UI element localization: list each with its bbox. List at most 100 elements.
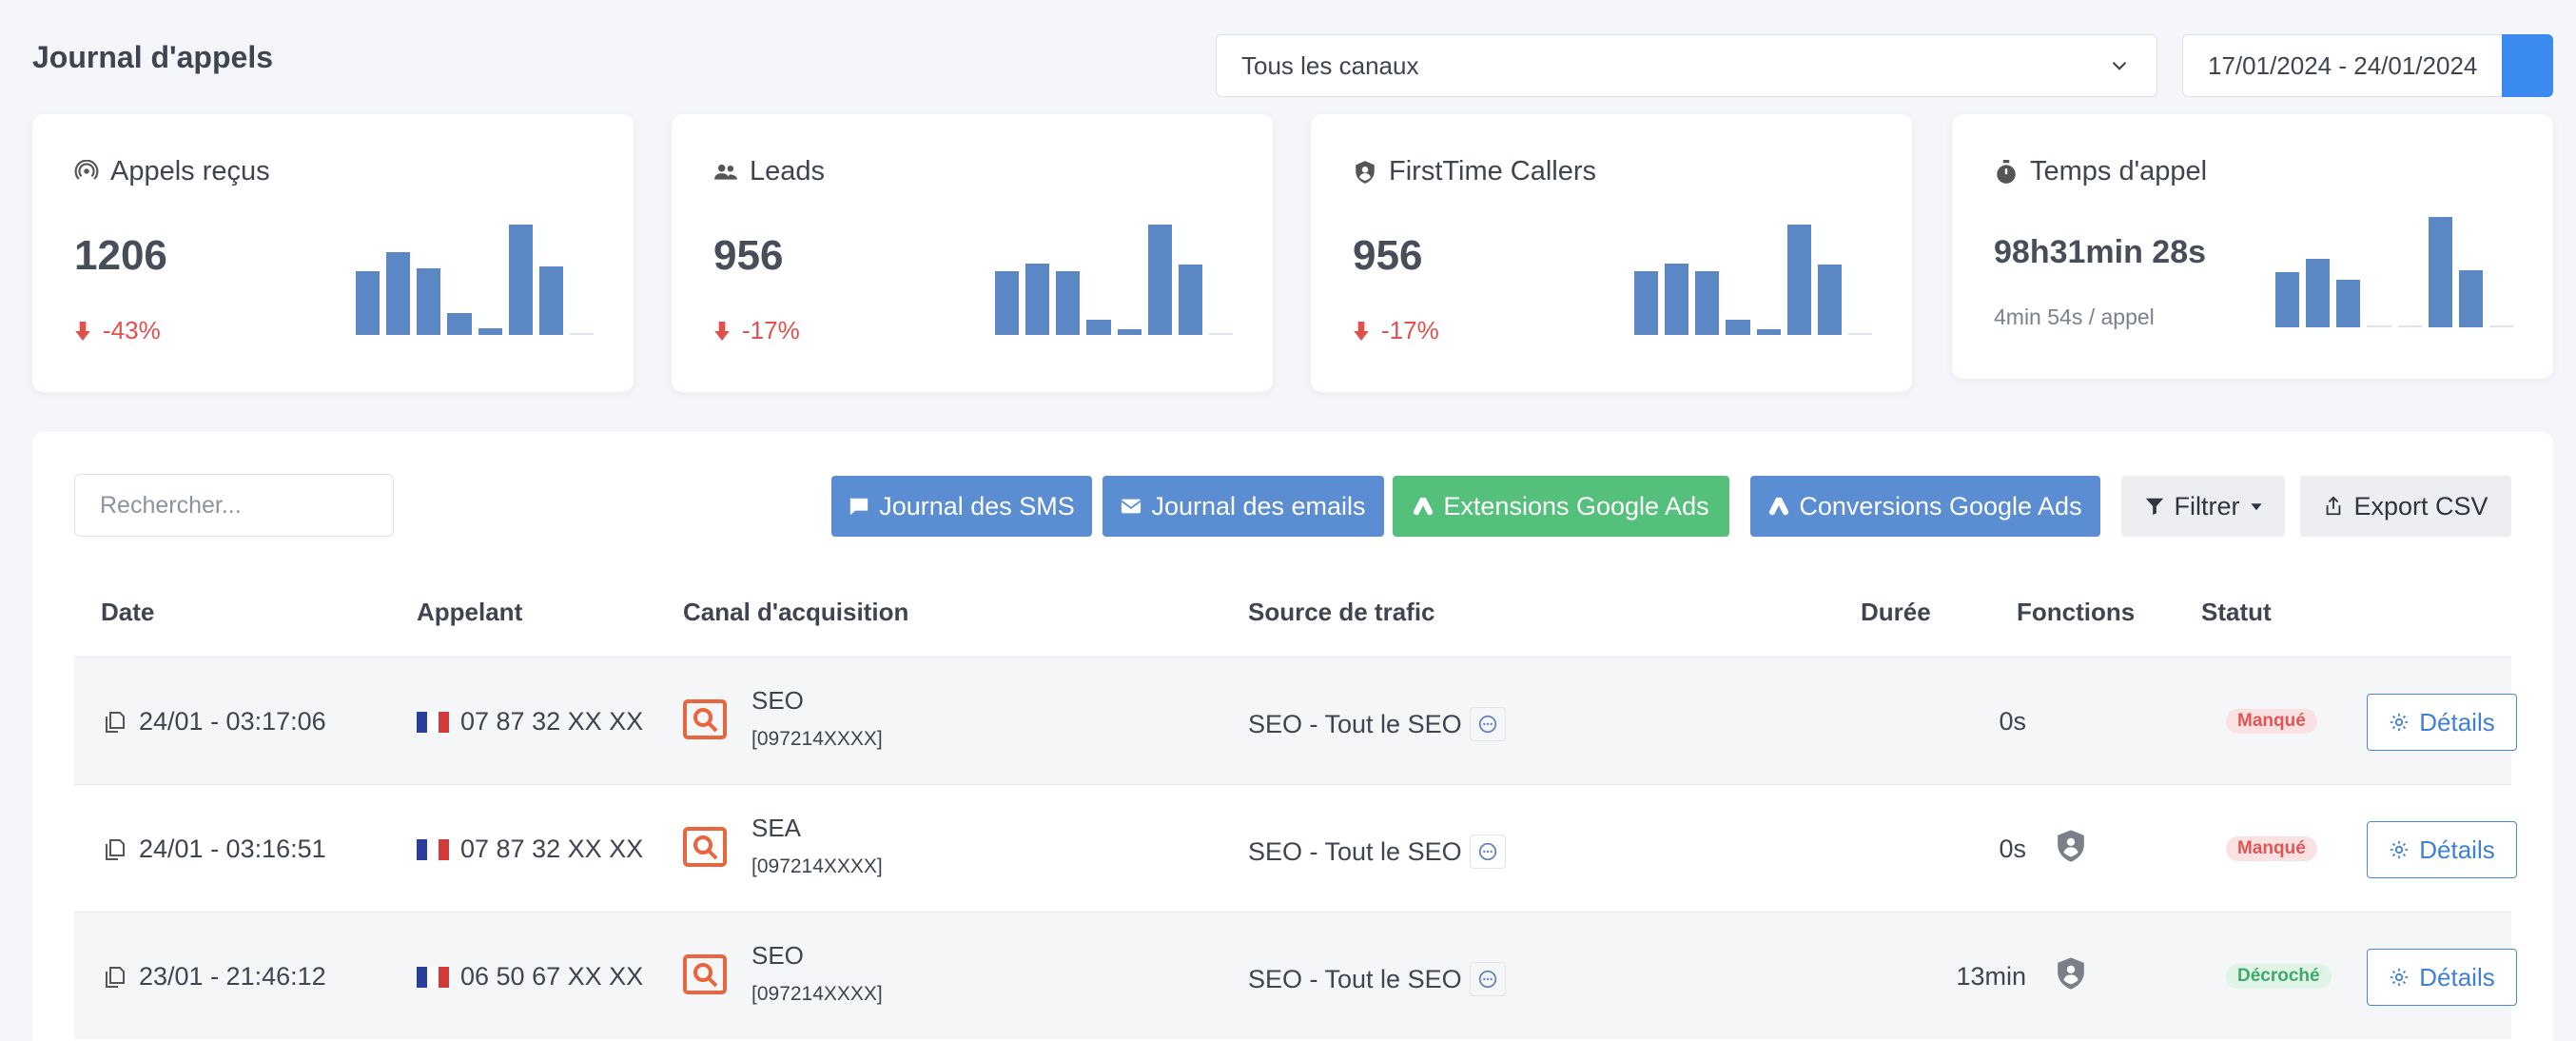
status-badge: Décroché <box>2226 964 2332 989</box>
stat-bar <box>2428 217 2452 327</box>
stat-bar <box>995 270 1020 335</box>
table-header: Date Appelant Canal d'acquisition Source… <box>74 567 2511 653</box>
arrow-down-icon <box>75 321 90 341</box>
traffic-source: SEO - Tout le SEO <box>1248 964 1462 993</box>
stat-delta: -17% <box>742 316 800 344</box>
copy-icon[interactable] <box>103 711 126 734</box>
stat-bar-chart <box>995 88 1233 335</box>
call-date: 23/01 - 21:46:12 <box>139 962 326 991</box>
envelope-icon <box>1121 499 1142 514</box>
copy-icon[interactable] <box>103 838 126 861</box>
stat-bar-chart <box>1634 88 1872 335</box>
seo-search-icon <box>683 954 727 994</box>
seo-search-icon <box>683 827 727 867</box>
col-source[interactable]: Source de trafic <box>1248 598 1435 626</box>
stat-card-firsttime: FirstTime Callers 956 -17% <box>1311 114 1912 392</box>
stat-bar <box>2306 259 2331 327</box>
source-info-badge[interactable] <box>1469 707 1506 741</box>
stat-bar <box>1208 333 1233 335</box>
comment-icon <box>850 498 868 516</box>
stat-bar <box>508 225 533 335</box>
stat-bar <box>1056 270 1081 335</box>
col-fonctions[interactable]: Fonctions <box>2017 598 2136 626</box>
stat-title: Leads <box>750 156 826 187</box>
stat-title: Appels reçus <box>110 156 270 187</box>
arrow-down-icon <box>1354 321 1369 341</box>
table-row[interactable]: 24/01 - 03:16:51 07 87 32 XX XX SEA [097… <box>74 784 2517 912</box>
stat-bar <box>447 312 472 335</box>
user-shield-icon <box>2058 830 2084 862</box>
chevron-down-icon <box>2112 61 2127 70</box>
status-badge: Manqué <box>2226 836 2317 861</box>
stat-bar-chart <box>2275 80 2513 327</box>
call-duration: 0s <box>1999 707 2026 736</box>
call-duration: 13min <box>1956 962 2026 991</box>
filter-button[interactable]: Filtrer <box>2121 476 2285 537</box>
arrow-down-icon <box>714 321 730 341</box>
more-icon <box>1478 842 1496 861</box>
stat-bar <box>2336 280 2361 327</box>
date-range-input[interactable]: 17/01/2024 - 24/01/2024 <box>2182 34 2506 97</box>
stat-card-leads: Leads 956 -17% <box>672 114 1273 392</box>
email-log-button[interactable]: Journal des emails <box>1103 476 1384 537</box>
source-info-badge[interactable] <box>1469 962 1506 996</box>
table-row[interactable]: 24/01 - 03:17:06 07 87 32 XX XX SEO [097… <box>74 657 2517 784</box>
gear-icon <box>2391 968 2409 987</box>
export-csv-button[interactable]: Export CSV <box>2300 476 2511 537</box>
stat-value: 956 <box>1353 232 1423 279</box>
details-button[interactable]: Détails <box>2367 949 2517 1006</box>
copy-icon[interactable] <box>103 966 126 989</box>
stat-bar <box>386 252 411 335</box>
user-shield-icon <box>2058 957 2084 990</box>
stat-bar <box>1847 333 1872 335</box>
gear-icon <box>2391 713 2409 732</box>
details-button[interactable]: Détails <box>2367 821 2517 878</box>
stat-bar <box>1634 270 1659 335</box>
col-duree[interactable]: Durée <box>1861 598 1931 626</box>
col-statut[interactable]: Statut <box>2201 598 2272 626</box>
france-flag-icon <box>417 838 449 860</box>
broadcast-icon <box>74 159 99 180</box>
filter-icon <box>2145 498 2163 516</box>
call-date: 24/01 - 03:16:51 <box>139 835 326 863</box>
stat-value: 98h31min 28s <box>1994 234 2207 270</box>
date-range-button[interactable] <box>2502 34 2553 97</box>
france-flag-icon <box>417 711 449 733</box>
canal-name: SEA <box>751 814 802 842</box>
stat-bar <box>2367 325 2391 327</box>
gear-icon <box>2391 840 2409 859</box>
users-icon <box>714 164 737 180</box>
caret-down-icon <box>2250 503 2262 511</box>
stat-card-appels: Appels reçus 1206 -43% <box>32 114 634 392</box>
stat-bar <box>417 268 441 335</box>
details-button[interactable]: Détails <box>2367 694 2517 751</box>
stat-bar <box>2488 325 2513 327</box>
google-ads-extensions-button[interactable]: Extensions Google Ads <box>1393 476 1729 537</box>
channel-select[interactable]: Tous les canaux <box>1216 34 2157 97</box>
canal-name: SEO <box>751 941 804 970</box>
stat-bar <box>569 333 594 335</box>
more-icon <box>1478 970 1496 989</box>
stopwatch-icon <box>1997 159 2016 184</box>
stat-bar <box>1756 329 1781 335</box>
sms-log-button[interactable]: Journal des SMS <box>831 476 1092 537</box>
source-info-badge[interactable] <box>1469 835 1506 869</box>
col-caller[interactable]: Appelant <box>417 598 523 626</box>
page-title: Journal d'appels <box>32 40 273 74</box>
stat-subtext: 4min 54s / appel <box>1994 304 2155 329</box>
col-canal[interactable]: Canal d'acquisition <box>683 598 909 626</box>
status-badge: Manqué <box>2226 709 2317 734</box>
stat-delta: -17% <box>1381 316 1439 344</box>
search-input[interactable] <box>74 474 394 537</box>
stat-bar <box>1117 329 1142 335</box>
col-date[interactable]: Date <box>101 598 155 626</box>
stat-bar <box>1726 319 1750 335</box>
channel-select-value: Tous les canaux <box>1241 50 1419 80</box>
export-icon <box>2327 496 2341 516</box>
table-row[interactable]: 23/01 - 21:46:12 06 50 67 XX XX SEO [097… <box>74 912 2517 1039</box>
seo-search-icon <box>683 699 727 739</box>
stat-title: Temps d'appel <box>2030 156 2208 187</box>
stat-bar <box>1086 319 1111 335</box>
google-ads-conversions-button[interactable]: Conversions Google Ads <box>1750 476 2100 537</box>
stat-bar <box>538 266 563 335</box>
